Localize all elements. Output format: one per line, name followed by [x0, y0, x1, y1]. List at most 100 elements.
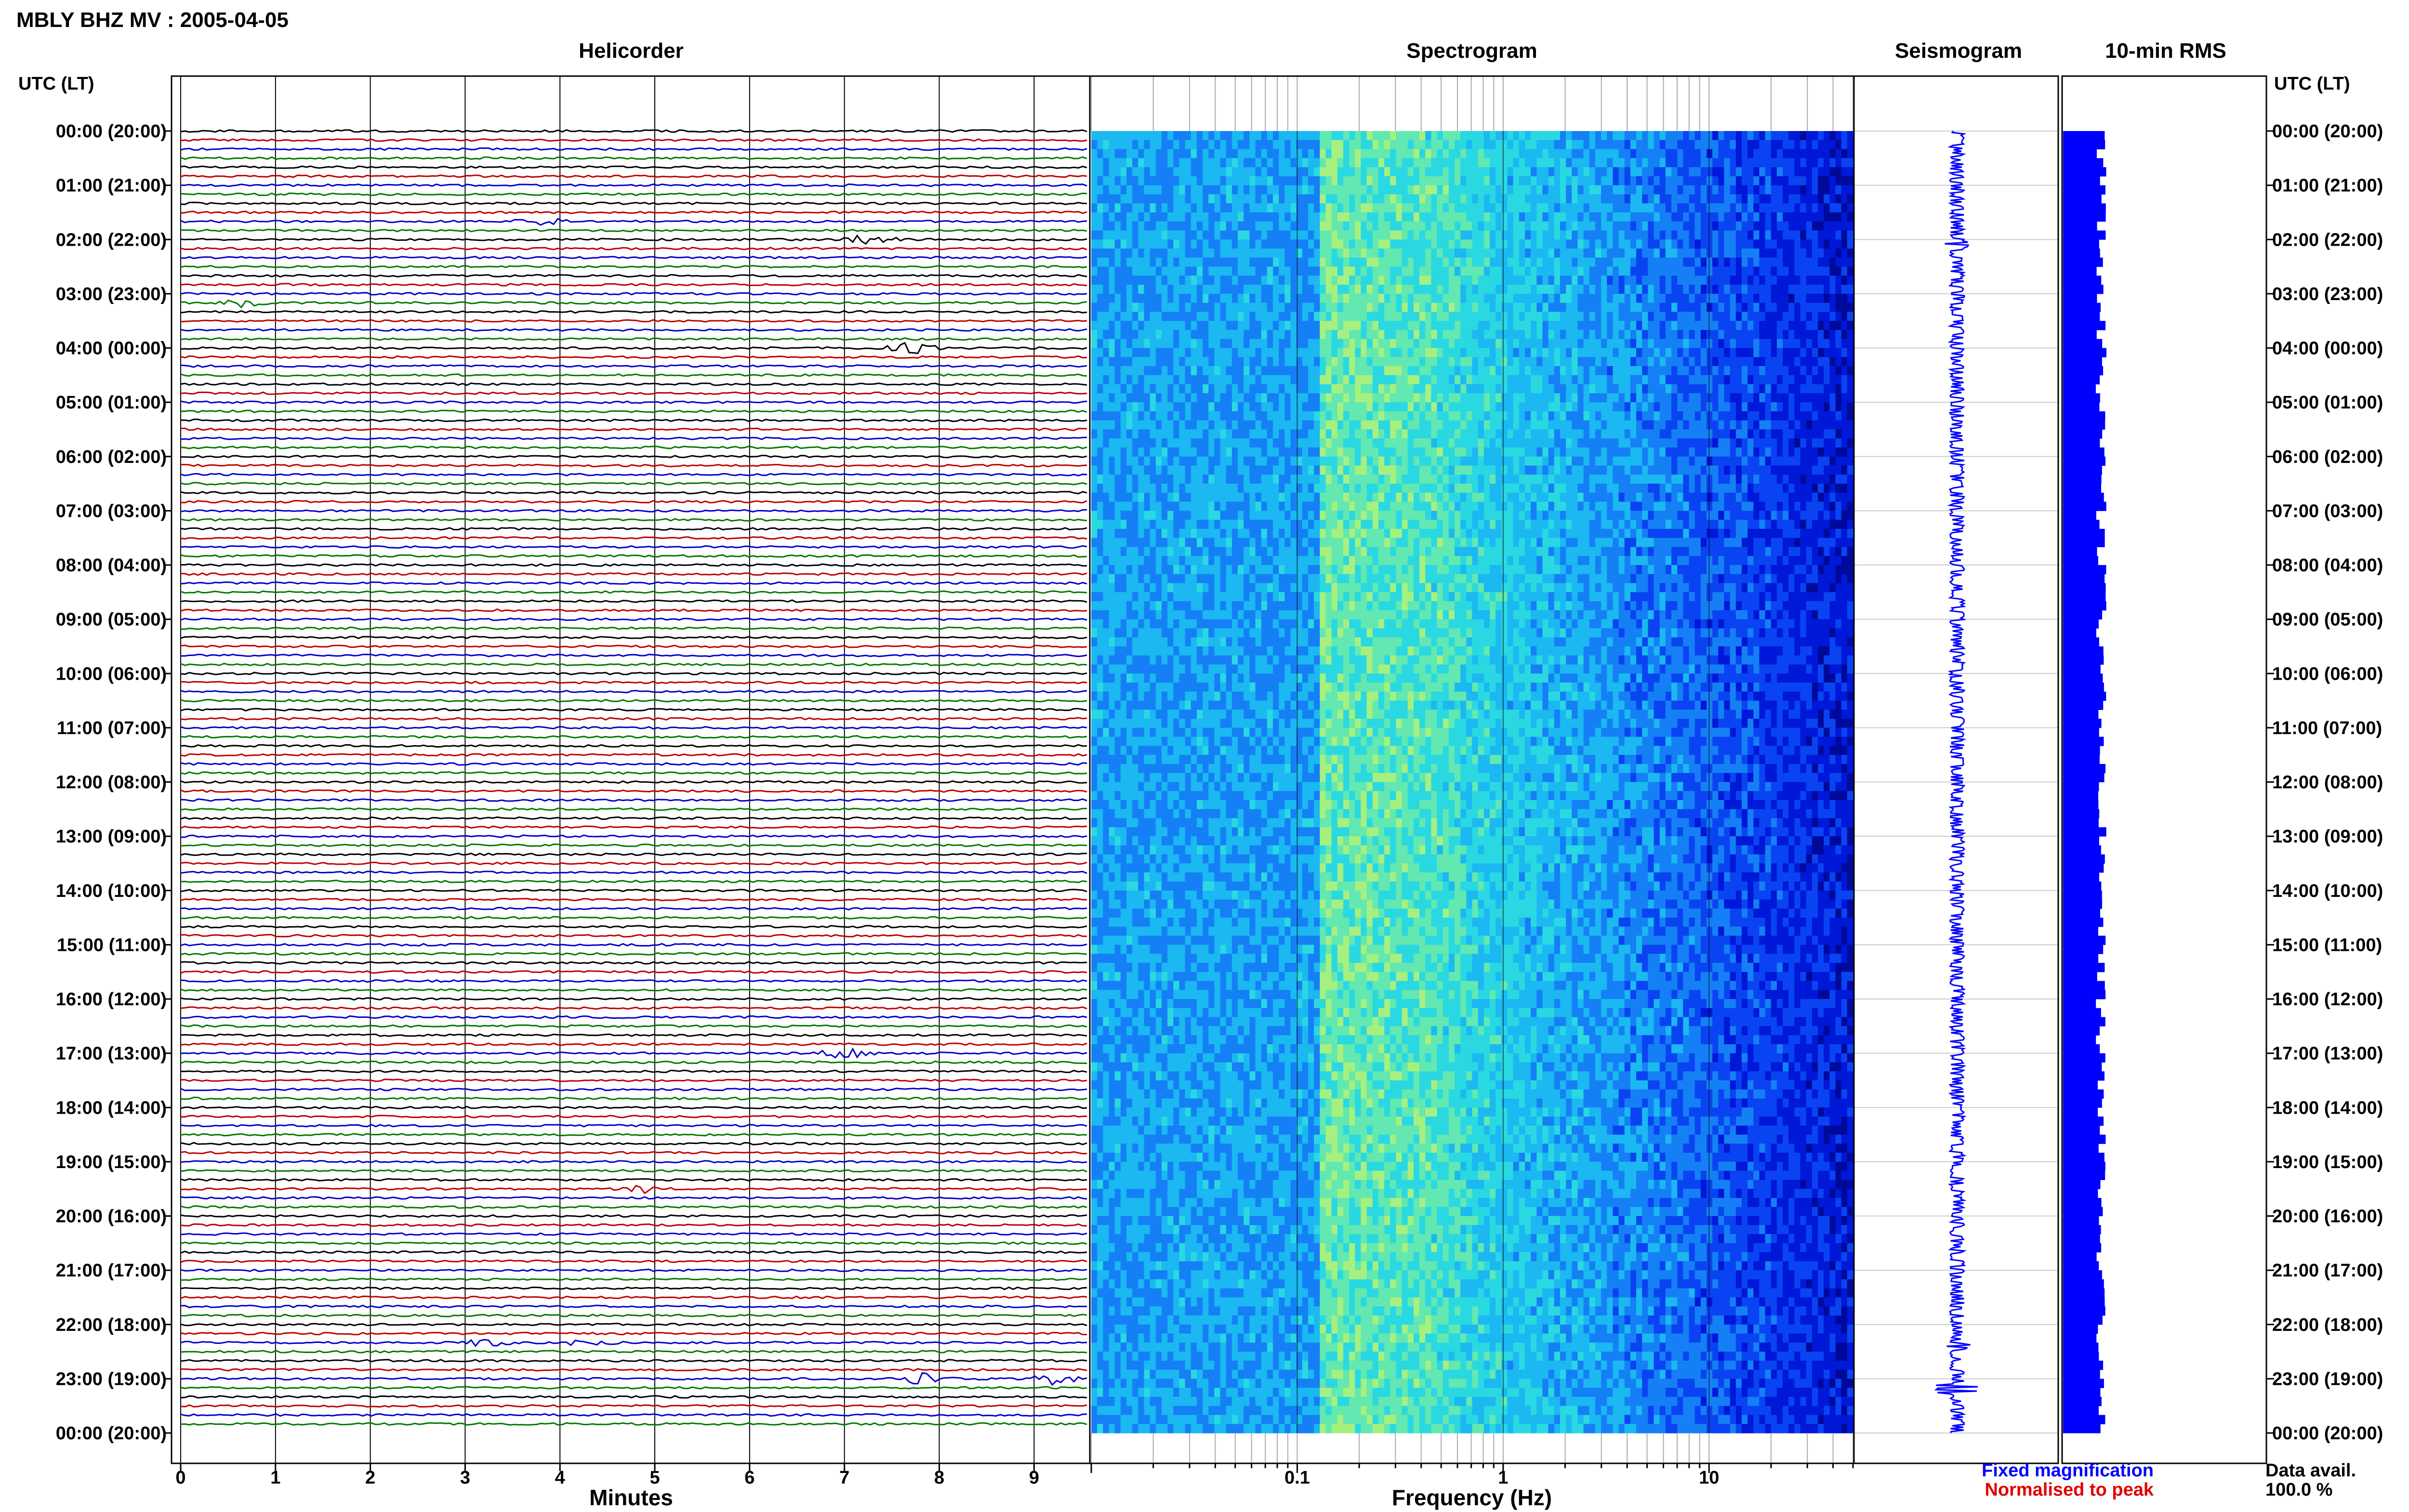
spectrogram-cell	[1203, 285, 1209, 294]
spectrogram-cell	[1642, 167, 1648, 176]
spectrogram-cell	[1666, 276, 1672, 285]
spectrogram-cell	[1121, 258, 1127, 267]
spectrogram-cell	[1126, 267, 1133, 276]
spectrogram-cell	[1191, 176, 1197, 185]
spectrogram-cell	[1490, 294, 1496, 303]
spectrogram-cell	[1291, 231, 1297, 240]
spectrogram-cell	[1361, 457, 1367, 466]
spectrogram-cell	[1783, 447, 1789, 457]
spectrogram-cell	[1361, 167, 1367, 176]
spectrogram-cell	[1437, 285, 1443, 294]
spectrogram-cell	[1689, 438, 1695, 447]
spectrogram-cell	[1138, 185, 1144, 195]
spectrogram-cell	[1788, 429, 1795, 438]
spectrogram-cell	[1144, 339, 1151, 348]
spectrogram-cell	[1525, 176, 1531, 185]
spectrogram-cell	[1531, 239, 1537, 249]
spectrogram-cell	[1226, 366, 1232, 375]
spectrogram-cell	[1291, 203, 1297, 212]
spectrogram-cell	[1560, 393, 1566, 402]
spectrogram-cell	[1589, 231, 1596, 240]
spectrogram-cell	[1425, 131, 1431, 140]
spectrogram-cell	[1724, 447, 1730, 457]
spectrogram-cell	[1747, 212, 1754, 222]
spectrogram-cell	[1337, 149, 1344, 158]
spectrogram-cell	[1836, 421, 1842, 430]
spectrogram-cell	[1109, 285, 1115, 294]
spectrogram-cell	[1226, 438, 1232, 447]
spectrogram-cell	[1508, 231, 1514, 240]
spectrogram-cell	[1390, 384, 1396, 394]
spectrogram-cell	[1326, 321, 1332, 330]
spectrogram-cell	[1419, 203, 1426, 212]
spectrogram-cell	[1829, 447, 1836, 457]
spectrogram-cell	[1689, 321, 1695, 330]
spectrogram-cell	[1712, 447, 1719, 457]
spectrogram-cell	[1771, 375, 1777, 384]
spectrogram-cell	[1167, 222, 1174, 231]
spectrogram-cell	[1549, 339, 1555, 348]
spectrogram-cell	[1800, 321, 1807, 330]
spectrogram-cell	[1519, 330, 1525, 339]
spectrogram-cell	[1232, 457, 1238, 466]
spectrogram-cell	[1109, 176, 1115, 185]
spectrogram-cell	[1132, 411, 1138, 421]
spectrogram-cell	[1595, 402, 1602, 411]
spectrogram-cell	[1337, 267, 1344, 276]
spectrogram-cell	[1759, 267, 1765, 276]
spectrogram-cell	[1718, 438, 1724, 447]
spectrogram-cell	[1249, 421, 1256, 430]
spectrogram-cell	[1332, 131, 1338, 140]
spectrogram-cell	[1613, 339, 1619, 348]
spectrogram-cell	[1829, 203, 1836, 212]
spectrogram-cell	[1156, 149, 1162, 158]
spectrogram-cell	[1677, 393, 1683, 402]
spectrogram-cell	[1390, 185, 1396, 195]
spectrogram-cell	[1683, 267, 1689, 276]
spectrogram-cell	[1191, 285, 1197, 294]
spectrogram-cell	[1818, 411, 1824, 421]
spectrogram-cell	[1531, 402, 1537, 411]
spectrogram-cell	[1402, 294, 1408, 303]
spectrogram-cell	[1396, 249, 1402, 258]
spectrogram-cell	[1460, 339, 1467, 348]
spectrogram-cell	[1449, 457, 1455, 466]
spectrogram-cell	[1765, 167, 1772, 176]
spectrogram-cell	[1326, 285, 1332, 294]
spectrogram-cell	[1549, 249, 1555, 258]
spectrogram-cell	[1625, 231, 1631, 240]
spectrogram-cell	[1572, 330, 1578, 339]
spectrogram-cell	[1419, 131, 1426, 140]
spectrogram-cell	[1829, 267, 1836, 276]
spectrogram-cell	[1460, 131, 1467, 140]
spectrogram-cell	[1162, 231, 1168, 240]
spectrogram-cell	[1103, 140, 1109, 149]
spectrogram-cell	[1549, 303, 1555, 312]
spectrogram-cell	[1343, 267, 1350, 276]
spectrogram-cell	[1402, 167, 1408, 176]
spectrogram-cell	[1449, 140, 1455, 149]
spectrogram-cell	[1536, 357, 1543, 366]
spectrogram-cell	[1712, 348, 1719, 357]
spectrogram-cell	[1536, 366, 1543, 375]
spectrogram-cell	[1584, 457, 1590, 466]
spectrogram-cell	[1384, 303, 1390, 312]
spectrogram-cell	[1273, 158, 1279, 167]
spectrogram-cell	[1197, 194, 1203, 203]
spectrogram-cell	[1759, 321, 1765, 330]
spectrogram-cell	[1730, 384, 1736, 394]
spectrogram-cell	[1320, 203, 1326, 212]
spectrogram-cell	[1173, 158, 1179, 167]
spectrogram-cell	[1109, 447, 1115, 457]
spectrogram-cell	[1279, 375, 1285, 384]
spectrogram-cell	[1443, 285, 1449, 294]
spectrogram-cell	[1162, 321, 1168, 330]
spectrogram-cell	[1525, 249, 1531, 258]
spectrogram-cell	[1302, 185, 1309, 195]
spectrogram-cell	[1525, 285, 1531, 294]
spectrogram-cell	[1109, 131, 1115, 140]
spectrogram-cell	[1437, 447, 1443, 457]
spectrogram-cell	[1484, 294, 1490, 303]
spectrogram-cell	[1238, 167, 1244, 176]
spectrogram-cell	[1836, 203, 1842, 212]
